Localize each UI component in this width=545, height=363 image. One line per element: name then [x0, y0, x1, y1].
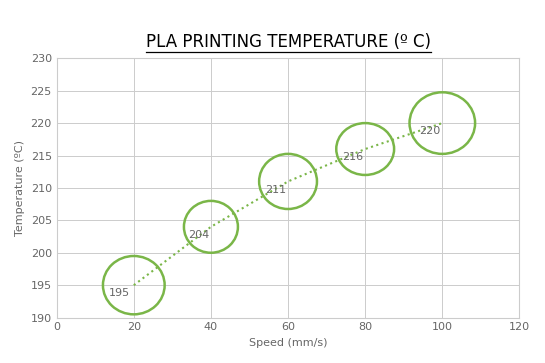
Text: 220: 220 [419, 126, 440, 136]
Text: 195: 195 [109, 289, 130, 298]
Text: 211: 211 [265, 185, 286, 195]
Title: PLA PRINTING TEMPERATURE (º C): PLA PRINTING TEMPERATURE (º C) [146, 33, 431, 51]
X-axis label: Speed (mm/s): Speed (mm/s) [249, 338, 328, 348]
Y-axis label: Temperature (ºC): Temperature (ºC) [15, 140, 25, 236]
Text: 216: 216 [342, 152, 363, 162]
Text: 204: 204 [188, 230, 209, 240]
